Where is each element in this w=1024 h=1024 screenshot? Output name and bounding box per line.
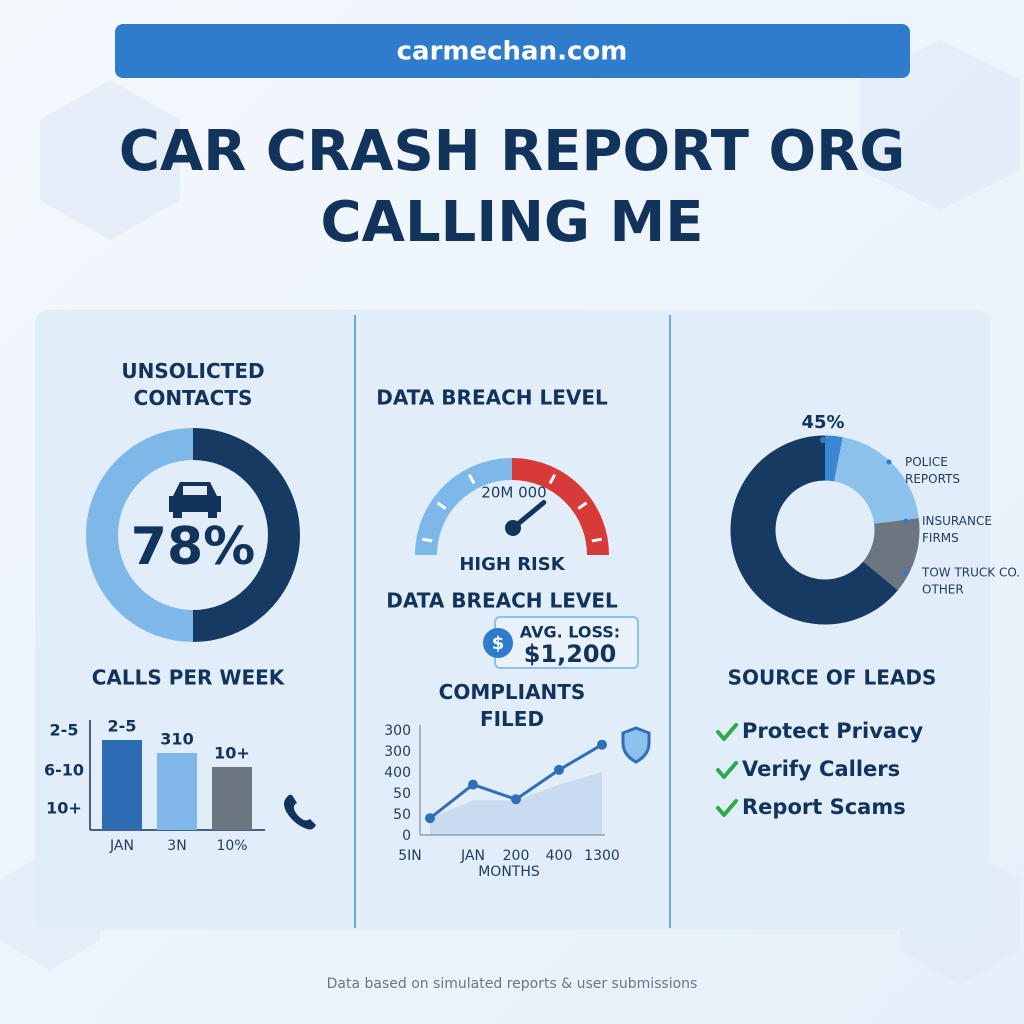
bar <box>157 753 197 830</box>
site-name: carmechan.com <box>397 37 628 67</box>
title-part: CONTACTS <box>134 386 253 410</box>
bar-label: 10+ <box>214 744 250 763</box>
x-axis-label: MONTHS <box>478 864 540 880</box>
x-tick-label: 5IN <box>398 848 422 864</box>
label-dot <box>903 518 909 524</box>
gauge-hub <box>505 520 521 536</box>
gauge-tick <box>422 537 433 543</box>
title-part: FILED <box>480 707 544 731</box>
line-point <box>468 779 478 790</box>
label-dot <box>903 570 909 576</box>
bar <box>212 767 252 830</box>
segment-label: INSURANCE FIRMS <box>922 514 992 545</box>
donut-center-label: 78% <box>131 517 255 577</box>
check-icon <box>716 799 738 817</box>
line-point <box>597 739 607 750</box>
y-label: 300 <box>384 744 411 760</box>
segment-label: TOW TRUCK CO. <box>921 566 1020 580</box>
title-line: CAR CRASH REPORT ORG <box>119 119 905 184</box>
donut-segment <box>192 428 300 642</box>
site-banner <box>115 24 910 78</box>
check-icon <box>716 761 738 779</box>
gauge-tick <box>548 473 557 485</box>
car-icon <box>169 482 221 518</box>
gauge-tick <box>467 473 476 485</box>
checklist-item: Verify Callers <box>742 757 900 781</box>
y-label: 6-10 <box>44 761 84 780</box>
label-part: REPORTS <box>905 472 960 486</box>
bar-label: 2-5 <box>108 717 137 736</box>
dollar-icon <box>483 628 513 658</box>
y-label: 2-5 <box>50 721 79 740</box>
gauge-tick <box>591 537 602 543</box>
label-part: INSURANCE <box>922 514 992 528</box>
gauge-tick <box>577 501 588 510</box>
phone-icon <box>284 794 316 830</box>
title-line: CALLING ME <box>321 190 704 255</box>
x-tick-label: 3N <box>167 838 186 854</box>
segment-label: POLICE REPORTS <box>905 455 960 486</box>
label-part: FIRMS <box>922 531 959 545</box>
footer: Data based on simulated reports & user s… <box>327 976 698 992</box>
line-point <box>554 764 564 775</box>
label-dot <box>886 459 892 465</box>
dollar-sign: $ <box>492 633 505 654</box>
donut-segment <box>730 435 898 625</box>
chart-title: CALLS PER WEEK <box>92 666 286 690</box>
donut-segment <box>833 437 919 525</box>
segment-label: OTHER <box>922 583 964 597</box>
check-icon <box>716 723 738 741</box>
donut-annotation: 45% <box>801 412 844 433</box>
y-label: 400 <box>384 765 411 781</box>
chart-title: SOURCE OF LEADS <box>728 666 937 690</box>
title-part: COMPLIANTS <box>439 680 586 704</box>
shield-icon <box>621 726 651 764</box>
x-tick-label: 200 <box>503 848 530 864</box>
chart-title: DATA BREACH LEVEL <box>376 386 608 410</box>
title-part: UNSOLICTED <box>121 359 264 383</box>
line-point <box>425 813 435 824</box>
donut-segment <box>862 518 920 591</box>
gauge-center-text: 20M 000 <box>481 484 546 502</box>
annotation-dot <box>820 437 826 443</box>
donut-segment <box>86 428 194 642</box>
checklist-item: Protect Privacy <box>742 719 924 743</box>
x-tick-label: 10% <box>216 838 247 854</box>
gauge-tick <box>436 501 447 510</box>
x-tick-label: 1300 <box>584 848 620 864</box>
gauge-arc <box>511 458 609 556</box>
gauge-status: HIGH RISK <box>459 554 565 575</box>
donut-segment <box>824 435 843 482</box>
bar-label: 310 <box>160 730 193 749</box>
x-tick-label: JAN <box>109 838 134 854</box>
y-label: 300 <box>384 723 411 739</box>
chart-title: COMPLIANTS FILED <box>439 680 586 731</box>
y-label: 10+ <box>46 799 82 818</box>
loss-label: AVG. LOSS: <box>520 623 620 642</box>
chart-title: UNSOLICTED CONTACTS <box>121 359 264 410</box>
x-tick-label: JAN <box>460 848 485 864</box>
checklist-item: Report Scams <box>742 795 906 819</box>
bar <box>102 740 142 830</box>
y-label: 50 <box>393 786 411 802</box>
loss-amount: $1,200 <box>524 640 617 668</box>
y-label: 0 <box>402 828 411 844</box>
loss-heading: DATA BREACH LEVEL <box>386 589 618 613</box>
gauge-arc <box>415 458 513 556</box>
x-tick-label: 400 <box>546 848 573 864</box>
line-point <box>511 794 521 805</box>
label-part: POLICE <box>905 455 948 469</box>
y-label: 50 <box>393 807 411 823</box>
